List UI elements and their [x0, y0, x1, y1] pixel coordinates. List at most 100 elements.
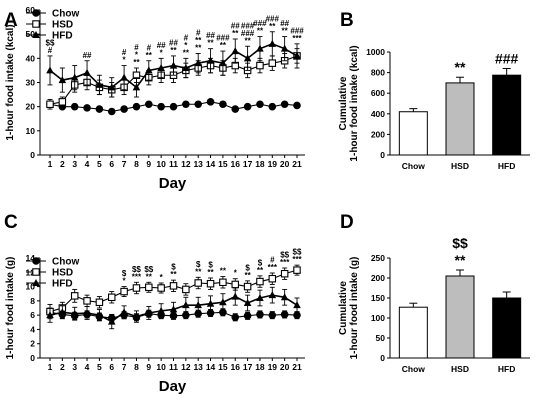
data-point [194, 100, 202, 109]
x-tick-label: 19 [268, 362, 278, 372]
x-tick-label: 21 [292, 362, 302, 372]
y-tick-label: 0 [380, 353, 385, 363]
significance-label: ### [290, 26, 304, 35]
significance-label: ## [231, 22, 240, 31]
x-tick-label: 12 [181, 362, 191, 372]
data-point [95, 311, 104, 319]
data-point [293, 101, 301, 110]
data-point [70, 309, 79, 317]
panel-letter-d: D [340, 212, 354, 233]
data-point [280, 44, 289, 52]
data-point [293, 301, 301, 309]
significance-label: # [122, 48, 127, 57]
significance-label: *** [292, 34, 302, 43]
data-point [219, 100, 227, 109]
significance-label: ## [169, 38, 178, 47]
x-tick-label: 10 [156, 362, 166, 372]
data-point [169, 282, 178, 290]
significance-label: ** [455, 252, 466, 268]
data-point [256, 277, 264, 286]
legend-label: HFD [52, 31, 73, 42]
data-point [157, 102, 165, 111]
legend-marker [32, 268, 40, 276]
y-tick-label: 600 [371, 88, 385, 98]
y-axis-label: 1-hour food intake (kcal) [5, 24, 16, 140]
x-tick-label: HFD [498, 161, 515, 171]
data-point [58, 308, 67, 316]
significance-label: $$ [132, 265, 141, 274]
data-point [46, 100, 54, 109]
significance-label: ## [206, 31, 215, 40]
data-point [182, 285, 190, 294]
data-point [268, 39, 277, 47]
significance-label: ** [195, 44, 202, 53]
x-tick-label: 14 [206, 362, 216, 372]
data-point [194, 301, 202, 309]
significance-label: ### [216, 34, 230, 43]
data-point [231, 313, 240, 322]
y-tick-label: 0 [30, 150, 35, 160]
y-tick-label: 100 [371, 313, 385, 323]
significance-label: ** [244, 271, 251, 280]
data-point [95, 80, 104, 88]
data-point [206, 98, 215, 106]
legend-label: HSD [52, 20, 73, 31]
significance-label: * [184, 41, 188, 50]
data-point [231, 105, 240, 113]
x-tick-label: 16 [231, 362, 241, 372]
data-point [70, 73, 79, 81]
bar-chart-d: 0 50 100 150 200 250 Cumulative 1-hour food int… [338, 235, 530, 374]
x-tick-label: 13 [193, 362, 203, 372]
panel-letter-c: C [4, 212, 18, 233]
y-tick-label: 50 [376, 333, 386, 343]
data-point [95, 105, 104, 113]
data-point [70, 292, 79, 300]
y-tick-label: 250 [371, 253, 385, 263]
x-tick-label: 9 [146, 159, 151, 169]
data-point [268, 291, 277, 299]
bar-chow [398, 306, 428, 359]
y-tick-label: 14 [26, 253, 36, 263]
data-point [182, 100, 190, 109]
significance-label: ** [146, 272, 153, 281]
data-point [256, 294, 264, 301]
x-tick-label: 2 [60, 159, 65, 169]
significance-label: ### [253, 19, 267, 28]
data-point [231, 292, 240, 300]
significance-label: # [147, 43, 152, 52]
x-tick-label: 4 [85, 362, 90, 372]
series-hfd [46, 286, 301, 330]
data-point [243, 54, 252, 62]
data-point [108, 293, 116, 302]
significance-label: $ [171, 263, 176, 272]
data-point [83, 297, 91, 305]
significance-label: $$ [452, 235, 468, 251]
x-tick-label: 15 [218, 159, 228, 169]
data-point [182, 64, 190, 71]
significance-label: ### [266, 14, 280, 23]
data-point [145, 283, 153, 292]
data-point [157, 64, 165, 71]
legend-marker [32, 279, 40, 286]
significance-label: *** [292, 255, 302, 264]
significance-label: ### [241, 29, 255, 38]
significance-label: $$ [293, 248, 302, 257]
significance-label: ** [195, 267, 202, 276]
significance-label: $$ [280, 251, 289, 260]
legend-marker [32, 257, 40, 265]
data-point [243, 312, 252, 320]
x-tick-label: 20 [280, 159, 290, 169]
significance-label: ### [495, 50, 519, 66]
x-tick-label: 5 [97, 159, 102, 169]
y-tick-label: 400 [371, 109, 385, 119]
y-axis-label: 1-hour food intake (g) [5, 257, 16, 360]
data-point [46, 66, 54, 74]
data-point [120, 105, 128, 113]
bar-chow [398, 111, 428, 156]
data-point [206, 279, 215, 288]
significance-label: # [270, 256, 275, 265]
data-point [243, 102, 252, 111]
data-point [145, 309, 153, 316]
data-point [169, 102, 178, 111]
x-tick-label: HSD [451, 161, 469, 171]
